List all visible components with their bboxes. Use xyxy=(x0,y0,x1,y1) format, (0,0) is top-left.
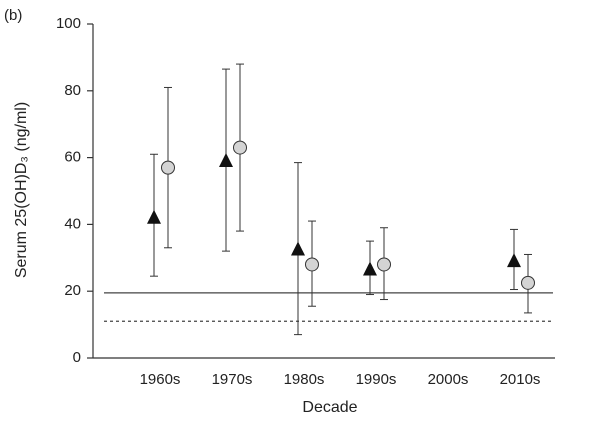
x-tick-label: 1990s xyxy=(356,371,397,388)
x-tick-label: 1960s xyxy=(140,371,181,388)
x-tick-label: 2000s xyxy=(428,371,469,388)
x-tick-label: 2010s xyxy=(500,371,541,388)
y-tick-label: 60 xyxy=(64,149,81,166)
y-axis-label: Serum 25(OH)D₃ (ng/ml) xyxy=(13,102,30,278)
marker-triangle xyxy=(507,253,521,268)
marker-circle xyxy=(521,275,535,290)
x-tick-label: 1980s xyxy=(284,371,325,388)
y-tick-label: 40 xyxy=(64,215,81,232)
y-tick-label: 80 xyxy=(64,82,81,99)
marker-triangle xyxy=(363,261,377,276)
y-tick-label: 20 xyxy=(64,282,81,299)
marker-triangle xyxy=(147,209,161,224)
y-tick-label: 100 xyxy=(56,15,81,32)
marker-triangle xyxy=(219,152,233,167)
x-axis-label: Decade xyxy=(302,399,357,416)
panel-label: (b) xyxy=(4,7,22,24)
marker-circle xyxy=(233,140,247,155)
marker-triangle xyxy=(291,241,305,256)
marker-circle xyxy=(161,160,175,175)
marker-circle xyxy=(305,257,319,272)
marker-circle xyxy=(377,257,391,272)
x-tick-label: 1970s xyxy=(212,371,253,388)
y-tick-label: 0 xyxy=(73,349,81,366)
